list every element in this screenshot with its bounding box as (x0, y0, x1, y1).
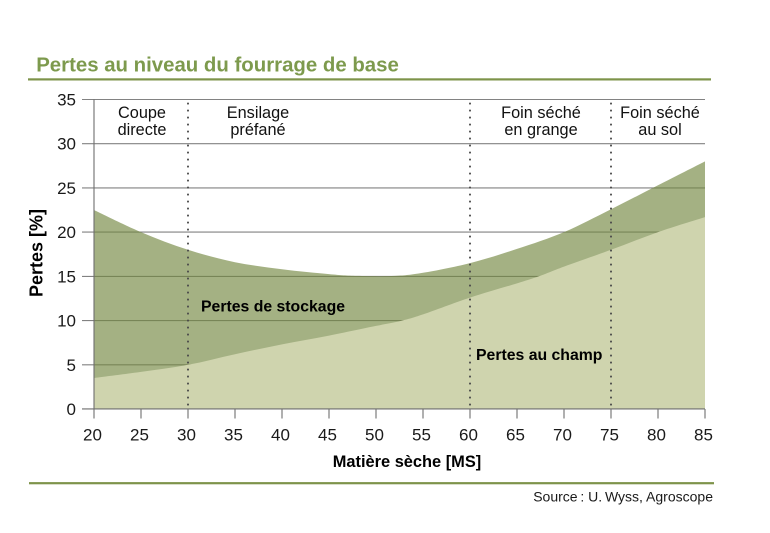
svg-text:30: 30 (57, 135, 76, 154)
svg-text:20: 20 (57, 223, 76, 242)
svg-text:40: 40 (271, 426, 290, 445)
svg-text:75: 75 (600, 426, 619, 445)
svg-text:Pertes au champ: Pertes au champ (476, 347, 602, 364)
svg-text:25: 25 (57, 179, 76, 198)
svg-text:50: 50 (365, 426, 384, 445)
svg-text:Foin séché: Foin séché (501, 104, 581, 122)
svg-text:20: 20 (83, 426, 102, 445)
svg-text:au sol: au sol (638, 121, 681, 139)
svg-text:Pertes [%]: Pertes [%] (26, 209, 46, 297)
svg-text:25: 25 (130, 426, 149, 445)
svg-text:60: 60 (459, 426, 478, 445)
svg-text:55: 55 (412, 426, 431, 445)
svg-text:10: 10 (57, 312, 76, 331)
svg-text:30: 30 (177, 426, 196, 445)
svg-text:Pertes de stockage: Pertes de stockage (201, 299, 345, 316)
svg-text:85: 85 (694, 426, 713, 445)
svg-text:Ensilage: Ensilage (227, 104, 289, 122)
svg-text:35: 35 (224, 426, 243, 445)
svg-text:directe: directe (118, 121, 167, 139)
svg-text:70: 70 (553, 426, 572, 445)
svg-text:65: 65 (506, 426, 525, 445)
svg-text:Coupe: Coupe (118, 104, 166, 122)
svg-text:0: 0 (67, 400, 76, 419)
svg-text:45: 45 (318, 426, 337, 445)
svg-text:Matière sèche [MS]: Matière sèche [MS] (333, 453, 481, 471)
svg-text:en grange: en grange (504, 121, 577, 139)
svg-text:5: 5 (67, 356, 76, 375)
svg-text:35: 35 (57, 91, 76, 110)
svg-text:Source : U. Wyss, Agroscope: Source : U. Wyss, Agroscope (533, 488, 713, 504)
svg-text:15: 15 (57, 267, 76, 286)
svg-text:Foin séché: Foin séché (620, 104, 700, 122)
svg-text:80: 80 (647, 426, 666, 445)
svg-text:Pertes au niveau du fourrage d: Pertes au niveau du fourrage de base (36, 54, 399, 76)
svg-text:préfané: préfané (230, 121, 285, 139)
